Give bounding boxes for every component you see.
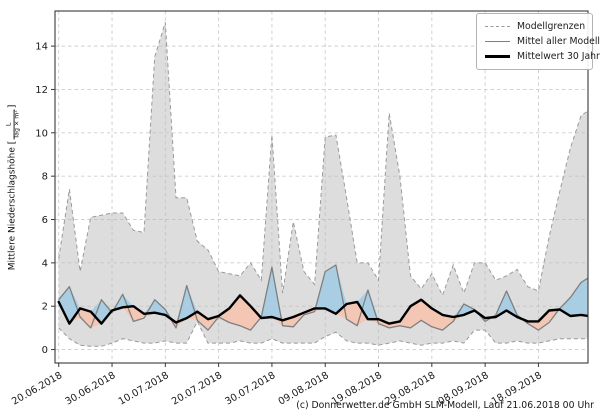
y-tick-label: 0 — [42, 345, 48, 356]
gray-line-icon — [485, 41, 510, 42]
above-normal-fill — [58, 265, 588, 324]
plot-data-layer — [57, 22, 588, 347]
y-axis-unit-bracket-open: [ — [7, 140, 18, 145]
y-tick-label: 8 — [42, 172, 48, 183]
model-max-line — [58, 22, 588, 297]
y-axis: 0 2 4 6 8 10 12 14 — [35, 42, 55, 356]
x-tick-label: 20.07.2018 — [170, 370, 224, 408]
mean-30-years-line — [57, 294, 588, 325]
model-mean-line — [58, 264, 588, 331]
model-range-band — [58, 22, 588, 347]
copyright-caption: (c) Donnerwetter.de GmbH SLM-Modell, Lau… — [296, 400, 594, 411]
x-tick-label: 10.07.2018 — [117, 370, 171, 408]
y-axis-unit-fraction: L Tag × m² — [6, 109, 22, 140]
y-tick-label: 10 — [35, 128, 48, 139]
legend-item-mittelwert-30-jahre: Mittelwert 30 Jahre — [485, 49, 600, 64]
legend-item-mittel-aller-modelle: Mittel aller Modelle — [485, 34, 600, 49]
y-tick-label: 2 — [42, 302, 48, 313]
y-tick-label: 14 — [35, 42, 48, 53]
legend-label: Modellgrenzen — [517, 21, 586, 32]
legend-item-modellgrenzen: Modellgrenzen — [485, 19, 585, 34]
axes-frame — [54, 10, 589, 364]
y-axis-unit-denominator: Tag × m² — [13, 110, 21, 139]
legend: Modellgrenzen Mittel aller Modelle Mitte… — [476, 13, 600, 70]
y-tick-label: 6 — [42, 215, 48, 226]
dashed-line-icon — [485, 26, 510, 27]
below-normal-fill — [58, 295, 588, 331]
y-tick-label: 12 — [35, 85, 48, 96]
y-axis-label: Mittlere Niederschlagshöhe [L Tag × m²] — [6, 11, 22, 363]
x-tick-label: 30.06.2018 — [63, 370, 117, 408]
black-line-icon — [485, 55, 510, 58]
legend-label: Mittel aller Modelle — [517, 36, 600, 47]
y-axis-unit-bracket-close: ] — [7, 104, 18, 109]
legend-label: Mittelwert 30 Jahre — [517, 51, 600, 62]
y-tick-label: 4 — [42, 258, 48, 269]
x-tick-label: 30.07.2018 — [223, 370, 277, 408]
x-tick-label: 20.06.2018 — [10, 370, 64, 408]
y-axis-label-text: Mittlere Niederschlagshöhe — [7, 144, 18, 271]
